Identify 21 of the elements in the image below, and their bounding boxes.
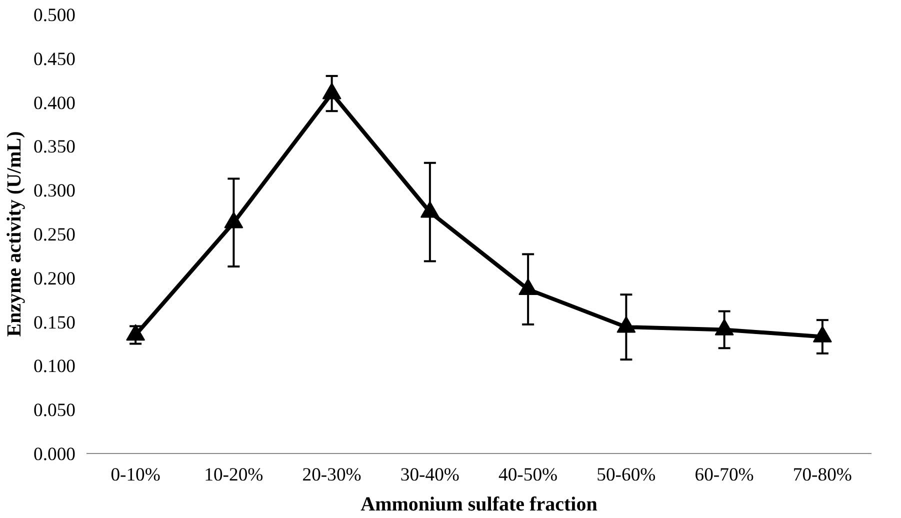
y-axis-title: Enzyme activity (U/mL) xyxy=(4,131,26,337)
y-tick-label: 0.100 xyxy=(34,356,76,378)
x-axis-title: Ammonium sulfate fraction xyxy=(360,494,598,516)
y-tick-label: 0.350 xyxy=(34,136,76,158)
y-tick-label: 0.500 xyxy=(34,5,76,26)
y-tick-label: 0.250 xyxy=(34,224,76,246)
y-tick-label: 0.200 xyxy=(34,268,76,290)
y-tick-label: 0.450 xyxy=(34,48,76,70)
x-tick-label: 70-80% xyxy=(792,464,852,486)
x-tick-label: 30-40% xyxy=(400,464,460,486)
y-tick-label: 0.050 xyxy=(34,400,76,422)
x-tick-label: 10-20% xyxy=(204,464,264,486)
x-tick-label: 60-70% xyxy=(694,464,754,486)
y-tick-label: 0.150 xyxy=(34,312,76,334)
x-tick-label: 20-30% xyxy=(302,464,362,486)
x-tick-label: 40-50% xyxy=(498,464,558,486)
x-tick-label: 50-60% xyxy=(596,464,656,486)
x-tick-label: 0-10% xyxy=(110,464,160,486)
y-tick-label: 0.300 xyxy=(34,180,76,202)
y-tick-label: 0.000 xyxy=(34,444,76,465)
y-tick-label: 0.400 xyxy=(34,92,76,114)
